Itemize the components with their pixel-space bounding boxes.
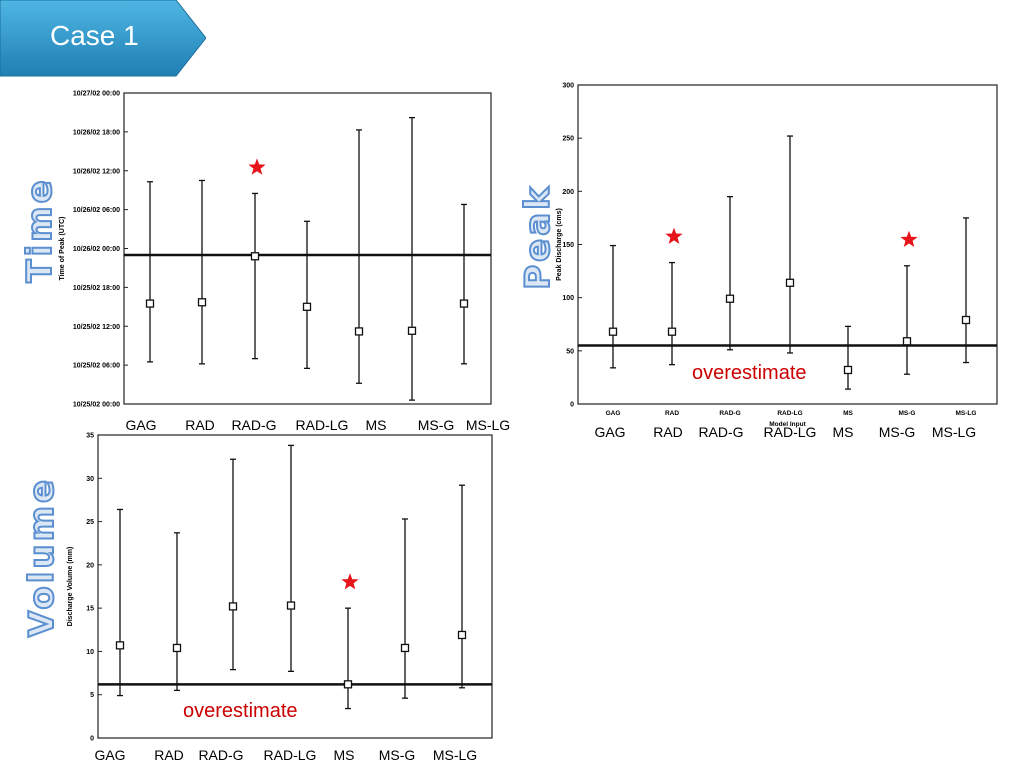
case-banner: Case 1 (0, 0, 206, 78)
volume-category-label: MS-G (378, 747, 416, 763)
peak-ytick-label: 150 (562, 242, 574, 249)
volume-ytick-label: 5 (90, 692, 94, 699)
volume-plot-frame (97, 434, 493, 739)
volume-point-ms-g (400, 643, 410, 653)
peak-xtick-label: GAG (606, 410, 621, 417)
volume-category-label: MS (333, 747, 355, 763)
peak-category-label: MS-G (878, 424, 916, 440)
peak-xlabel: Model Input (769, 421, 806, 428)
banner-arrow-shape (0, 0, 206, 77)
peak-ytick-label: 200 (562, 189, 574, 196)
volume-ytick-label: 25 (86, 519, 94, 526)
time-ytick-label: 10/26/02 18:00 (73, 129, 120, 136)
time-star-rad-g (248, 158, 266, 175)
volume-point-gag (115, 641, 125, 650)
time-point-ms (354, 327, 364, 336)
time-category-label: MS-G (417, 417, 455, 433)
volume-category-label: MS-LG (432, 747, 478, 763)
peak-category-label: GAG (594, 424, 626, 440)
peak-category-label: RAD (653, 424, 683, 440)
peak-xtick-label: RAD (665, 410, 679, 417)
time-point-gag (145, 299, 155, 308)
peak-point-gag (608, 327, 618, 336)
time-ytick-label: 10/26/02 06:00 (73, 207, 120, 214)
time-point-rad (197, 298, 207, 307)
peak-annotation: overestimate (692, 362, 807, 384)
time-point-rad-lg (302, 302, 312, 311)
volume-category-label: RAD-G (198, 747, 244, 763)
peak-category-label: RAD-LG (763, 424, 817, 440)
time-category-label: MS (365, 417, 387, 433)
volume-point-ms-lg (457, 630, 467, 640)
time-point-rad-g (250, 252, 260, 261)
time-ytick-label: 10/25/02 06:00 (73, 363, 120, 370)
time-ytick-label: 10/25/02 00:00 (73, 402, 120, 409)
peak-point-rad (667, 327, 677, 336)
peak-point-rad-g (725, 294, 735, 303)
time-ylabel: Time of Peak (UTC) (59, 216, 66, 280)
volume-ytick-label: 0 (90, 736, 94, 743)
volume-ylabel: Discharge Volume (mm) (67, 547, 74, 627)
time-ytick-label: 10/25/02 12:00 (73, 324, 120, 331)
peak-point-ms (843, 365, 853, 375)
volume-ytick-label: 30 (86, 476, 94, 483)
volume-star-ms (341, 573, 359, 590)
volume-point-rad-lg (286, 601, 296, 610)
peak-ytick-label: 250 (562, 136, 574, 143)
peak-plot-frame (577, 84, 998, 405)
volume-ytick-label: 35 (86, 433, 94, 440)
peak-xtick-label: MS (843, 410, 853, 417)
peak-xtick-label: MS-LG (956, 410, 977, 417)
time-ytick-label: 10/26/02 12:00 (73, 168, 120, 175)
peak-point-ms-g (902, 337, 912, 346)
time-point-ms-g (407, 326, 417, 335)
peak-ytick-label: 0 (570, 402, 574, 409)
time-category-label: RAD-LG (295, 417, 349, 433)
peak-xtick-label: RAD-LG (777, 410, 802, 417)
volume-annotation: overestimate (183, 700, 298, 722)
volume-category-label: RAD-LG (263, 747, 317, 763)
volume-category-label: RAD (154, 747, 184, 763)
volume-point-rad (172, 643, 182, 653)
peak-ytick-label: 300 (562, 83, 574, 90)
time-ytick-label: 10/27/02 00:00 (73, 91, 120, 98)
peak-point-ms-lg (961, 315, 971, 325)
volume-ytick-label: 10 (86, 649, 94, 656)
page-title: Case 1 (50, 20, 139, 51)
volume-category-label: GAG (94, 747, 126, 763)
time-point-ms-lg (459, 299, 469, 308)
volume-ytick-label: 20 (86, 562, 94, 569)
time-ytick-label: 10/26/02 00:00 (73, 246, 120, 253)
peak-category-label: RAD-G (698, 424, 744, 440)
volume-ytick-label: 15 (86, 606, 94, 613)
peak-ytick-label: 50 (566, 348, 574, 355)
peak-ytick-label: 100 (562, 295, 574, 302)
volume-point-ms (343, 680, 353, 689)
peak-xtick-label: MS-G (899, 410, 916, 417)
time-category-label: GAG (125, 417, 157, 433)
peak-point-rad-lg (785, 278, 795, 287)
time-category-label: RAD (185, 417, 215, 433)
peak-category-label: MS-LG (931, 424, 977, 440)
peak-star-rad (665, 227, 683, 244)
time-category-label: RAD-G (231, 417, 277, 433)
peak-category-label: MS (832, 424, 854, 440)
peak-ylabel: Peak Discharge (cms) (556, 208, 563, 281)
peak-xtick-label: RAD-G (719, 410, 740, 417)
time-category-label: MS-LG (465, 417, 511, 433)
peak-star-ms-g (900, 230, 918, 247)
time-ytick-label: 10/25/02 18:00 (73, 285, 120, 292)
volume-point-rad-g (228, 602, 238, 611)
